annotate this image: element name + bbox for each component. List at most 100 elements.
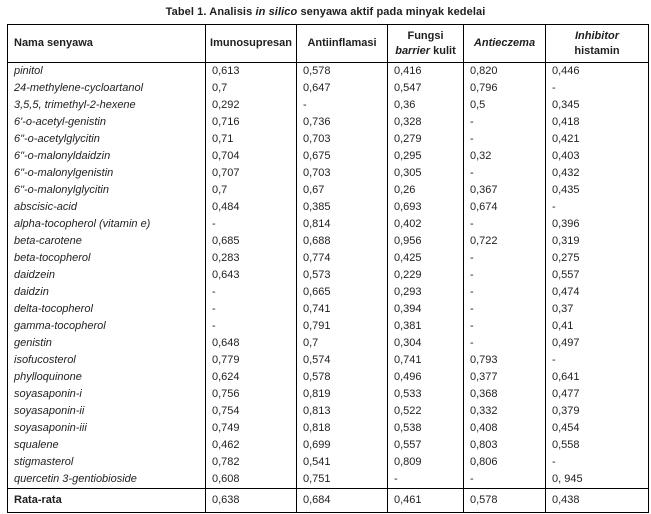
value-cell-fungsi-barrier: 0,305 <box>387 165 464 182</box>
compound-name: genistin <box>7 335 206 352</box>
value-cell-antiinflamasi: 0,675 <box>296 148 388 165</box>
compound-name: isofucosterol <box>7 352 206 369</box>
value-cell-fungsi-barrier: 0,956 <box>387 233 464 250</box>
compound-name: squalene <box>7 437 206 454</box>
summary-value-imunosupresan: 0,638 <box>205 488 297 513</box>
value-cell-fungsi-barrier: 0,533 <box>387 386 464 403</box>
compound-name: soyasaponin-i <box>7 386 206 403</box>
value-cell-inhibitor-histamin: 0,396 <box>545 216 649 233</box>
value-cell-antiinflamasi: 0,688 <box>296 233 388 250</box>
table-row: isofucosterol 0,779 0,574 0,741 0,793- <box>7 352 649 369</box>
value-cell-imunosupresan: 0,462 <box>205 437 297 454</box>
table-row: alpha-tocopherol (vitamin e) -0,814 0,402-… <box>7 216 649 233</box>
value-cell-antieczema: - <box>463 250 546 267</box>
table-footer: Rata-rata 0,638 0,684 0,461 0,578 0,438 <box>7 488 649 513</box>
value-cell-inhibitor-histamin: 0,474 <box>545 284 649 301</box>
value-cell-fungsi-barrier: 0,328 <box>387 114 464 131</box>
value-cell-inhibitor-histamin: 0,345 <box>545 97 649 114</box>
value-cell-fungsi-barrier: 0,425 <box>387 250 464 267</box>
compound-name: daidzin <box>7 284 206 301</box>
value-cell-antiinflamasi: 0,647 <box>296 80 388 97</box>
compound-name: pinitol <box>7 62 206 80</box>
value-cell-imunosupresan: 0,707 <box>205 165 297 182</box>
compound-name: delta-tocopherol <box>7 301 206 318</box>
value-cell-antiinflamasi: 0,736 <box>296 114 388 131</box>
value-cell-antieczema: - <box>463 335 546 352</box>
fungsi-line1: Fungsi <box>407 29 444 42</box>
compound-name: daidzein <box>7 267 206 284</box>
value-cell-fungsi-barrier: 0,809 <box>387 454 464 471</box>
value-cell-antieczema: - <box>463 471 546 489</box>
value-cell-antieczema: - <box>463 216 546 233</box>
value-cell-fungsi-barrier: 0,26 <box>387 182 464 199</box>
value-cell-imunosupresan: - <box>205 284 297 301</box>
value-cell-inhibitor-histamin: 0,403 <box>545 148 649 165</box>
table-row: soyasaponin-i 0,756 0,819 0,533 0,368 0,477 <box>7 386 649 403</box>
table-row: soyasaponin-ii 0,754 0,813 0,522 0,332 0,379 <box>7 403 649 420</box>
value-cell-fungsi-barrier: 0,394 <box>387 301 464 318</box>
value-cell-antiinflamasi: 0,703 <box>296 165 388 182</box>
caption-italic-term: in silico <box>255 6 298 18</box>
compound-name: gamma-tocopherol <box>7 318 206 335</box>
value-cell-inhibitor-histamin: 0,37 <box>545 301 649 318</box>
value-cell-antiinflamasi: 0,751 <box>296 471 388 489</box>
compound-name: soyasaponin-iii <box>7 420 206 437</box>
value-cell-inhibitor-histamin: 0,41 <box>545 318 649 335</box>
value-cell-imunosupresan: 0,292 <box>205 97 297 114</box>
value-cell-antiinflamasi: 0,665 <box>296 284 388 301</box>
value-cell-imunosupresan: 0,716 <box>205 114 297 131</box>
value-cell-antieczema: - <box>463 165 546 182</box>
caption-prefix: Tabel 1. Analisis <box>165 6 256 18</box>
value-cell-antiinflamasi: - <box>296 97 388 114</box>
value-cell-inhibitor-histamin: 0,435 <box>545 182 649 199</box>
value-cell-antieczema: 0,377 <box>463 369 546 386</box>
value-cell-inhibitor-histamin: - <box>545 352 649 369</box>
col-header-nama-senyawa: Nama senyawa <box>7 24 206 63</box>
compound-name: 3,5,5, trimethyl-2-hexene <box>7 97 206 114</box>
summary-value-fungsi-barrier: 0,461 <box>387 488 464 513</box>
value-cell-inhibitor-histamin: 0, 945 <box>545 471 649 489</box>
table-row: delta-tocopherol -0,741 0,394-0,37 <box>7 301 649 318</box>
value-cell-antiinflamasi: 0,699 <box>296 437 388 454</box>
table-header: Nama senyawa Imunosupresan Antiinflamasi… <box>7 24 649 63</box>
table-row: 6"-o-malonyldaidzin 0,704 0,675 0,295 0,32 0,… <box>7 148 649 165</box>
value-cell-fungsi-barrier: 0,496 <box>387 369 464 386</box>
table-row: soyasaponin-iii 0,749 0,818 0,538 0,408 0,454 <box>7 420 649 437</box>
value-cell-inhibitor-histamin: 0,454 <box>545 420 649 437</box>
value-cell-antiinflamasi: 0,7 <box>296 335 388 352</box>
value-cell-imunosupresan: - <box>205 216 297 233</box>
summary-value-antieczema: 0,578 <box>463 488 546 513</box>
summary-row: Rata-rata 0,638 0,684 0,461 0,578 0,438 <box>7 488 649 513</box>
summary-value-inhibitor-histamin: 0,438 <box>545 488 649 513</box>
table-row: phylloquinone 0,624 0,578 0,496 0,377 0,641 <box>7 369 649 386</box>
value-cell-antieczema: 0,674 <box>463 199 546 216</box>
inhibitor-line2: histamin <box>574 44 620 57</box>
table-row: 6"-o-malonylglycitin 0,7 0,67 0,26 0,367 0,43… <box>7 182 649 199</box>
value-cell-imunosupresan: 0,685 <box>205 233 297 250</box>
value-cell-fungsi-barrier: 0,557 <box>387 437 464 454</box>
value-cell-antieczema: 0,332 <box>463 403 546 420</box>
value-cell-antieczema: - <box>463 301 546 318</box>
value-cell-imunosupresan: 0,648 <box>205 335 297 352</box>
value-cell-imunosupresan: 0,782 <box>205 454 297 471</box>
compound-name: abscisic-acid <box>7 199 206 216</box>
value-cell-antiinflamasi: 0,814 <box>296 216 388 233</box>
col-header-antiinflamasi: Antiinflamasi <box>296 24 388 63</box>
value-cell-antieczema: 0,793 <box>463 352 546 369</box>
table-row: beta-carotene 0,685 0,688 0,956 0,722 0,319 <box>7 233 649 250</box>
value-cell-inhibitor-histamin: 0,432 <box>545 165 649 182</box>
table-row: abscisic-acid 0,484 0,385 0,693 0,674- <box>7 199 649 216</box>
value-cell-fungsi-barrier: 0,547 <box>387 80 464 97</box>
insilico-analysis-table: Nama senyawa Imunosupresan Antiinflamasi… <box>7 24 649 513</box>
value-cell-antiinflamasi: 0,774 <box>296 250 388 267</box>
compound-name: 6'-o-acetyl-genistin <box>7 114 206 131</box>
compound-name: 6"-o-malonylglycitin <box>7 182 206 199</box>
value-cell-inhibitor-histamin: - <box>545 199 649 216</box>
summary-label: Rata-rata <box>7 488 206 513</box>
value-cell-antiinflamasi: 0,703 <box>296 131 388 148</box>
table-row: gamma-tocopherol -0,791 0,381-0,41 <box>7 318 649 335</box>
table-row: 6"-o-acetylglycitin 0,71 0,703 0,279-0,421 <box>7 131 649 148</box>
value-cell-fungsi-barrier: - <box>387 471 464 489</box>
value-cell-inhibitor-histamin: 0,446 <box>545 62 649 80</box>
value-cell-inhibitor-histamin: - <box>545 80 649 97</box>
